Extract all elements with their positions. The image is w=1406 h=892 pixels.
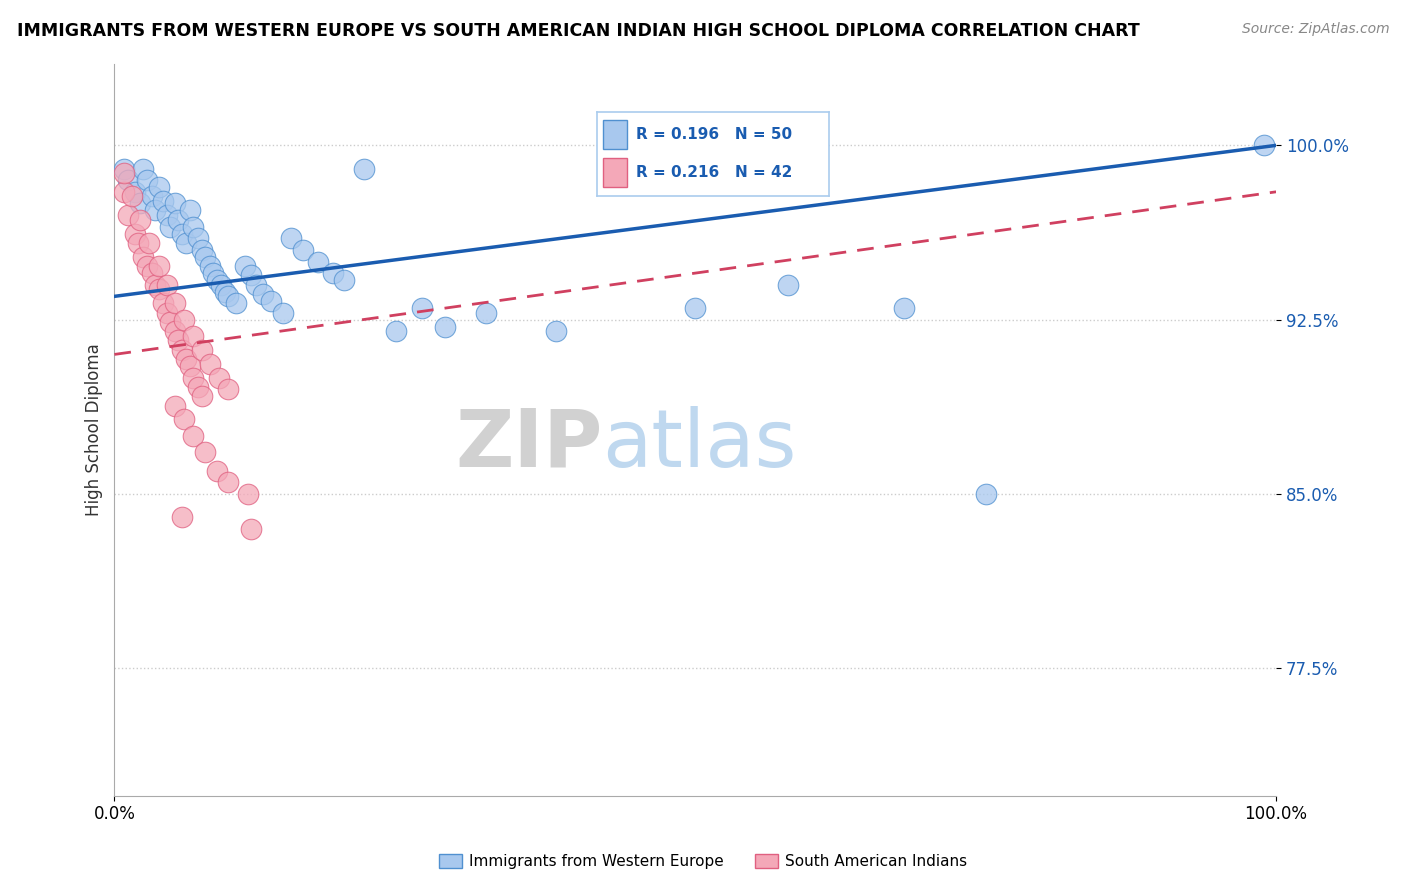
- Point: [176, 352, 198, 367]
- Point: [163, 399, 186, 413]
- Point: [183, 219, 205, 234]
- Point: [143, 203, 166, 218]
- Point: [176, 235, 198, 250]
- Point: [167, 212, 190, 227]
- Point: [240, 522, 263, 536]
- Point: [141, 266, 163, 280]
- Point: [974, 487, 997, 501]
- Point: [194, 445, 217, 459]
- Point: [291, 243, 314, 257]
- Point: [190, 343, 212, 357]
- Point: [187, 380, 209, 394]
- Point: [148, 259, 170, 273]
- Point: [214, 285, 236, 299]
- Point: [148, 282, 170, 296]
- Point: [544, 324, 567, 338]
- Point: [170, 510, 193, 524]
- Point: [156, 208, 179, 222]
- Point: [159, 315, 181, 329]
- Point: [143, 277, 166, 292]
- Point: [252, 287, 274, 301]
- Point: [280, 231, 302, 245]
- Point: [217, 289, 239, 303]
- Point: [307, 254, 329, 268]
- Point: [129, 212, 152, 227]
- Point: [1253, 138, 1275, 153]
- Point: [236, 487, 259, 501]
- Point: [124, 227, 146, 241]
- Point: [384, 324, 406, 338]
- Point: [271, 305, 294, 319]
- Point: [260, 293, 283, 308]
- Point: [205, 464, 228, 478]
- Point: [163, 296, 186, 310]
- Point: [233, 259, 256, 273]
- Text: ZIP: ZIP: [456, 406, 602, 483]
- Point: [156, 305, 179, 319]
- Point: [152, 296, 174, 310]
- Point: [411, 301, 433, 315]
- Point: [683, 301, 706, 315]
- Point: [112, 185, 135, 199]
- Point: [322, 266, 344, 280]
- Point: [173, 412, 195, 426]
- Point: [190, 243, 212, 257]
- Point: [183, 370, 205, 384]
- Text: IMMIGRANTS FROM WESTERN EUROPE VS SOUTH AMERICAN INDIAN HIGH SCHOOL DIPLOMA CORR: IMMIGRANTS FROM WESTERN EUROPE VS SOUTH …: [17, 22, 1140, 40]
- Point: [205, 273, 228, 287]
- Text: Source: ZipAtlas.com: Source: ZipAtlas.com: [1241, 22, 1389, 37]
- Point: [121, 189, 143, 203]
- Point: [333, 273, 356, 287]
- Point: [208, 370, 231, 384]
- Point: [163, 324, 186, 338]
- Point: [187, 231, 209, 245]
- Point: [159, 219, 181, 234]
- Point: [225, 296, 247, 310]
- Text: atlas: atlas: [602, 406, 797, 483]
- Point: [170, 227, 193, 241]
- Point: [245, 277, 267, 292]
- Point: [132, 250, 155, 264]
- Point: [117, 208, 139, 222]
- Point: [198, 259, 221, 273]
- Point: [778, 277, 800, 292]
- Point: [132, 161, 155, 176]
- Point: [179, 203, 201, 218]
- Point: [475, 305, 498, 319]
- Point: [190, 389, 212, 403]
- Y-axis label: High School Diploma: High School Diploma: [86, 343, 103, 516]
- Point: [217, 475, 239, 490]
- Point: [112, 161, 135, 176]
- Point: [129, 196, 152, 211]
- Point: [136, 259, 159, 273]
- Point: [183, 428, 205, 442]
- Point: [183, 328, 205, 343]
- Point: [202, 266, 225, 280]
- Point: [170, 343, 193, 357]
- Point: [156, 277, 179, 292]
- Point: [434, 319, 457, 334]
- Point: [112, 166, 135, 180]
- Point: [173, 312, 195, 326]
- Point: [198, 357, 221, 371]
- Point: [163, 196, 186, 211]
- Point: [179, 359, 201, 373]
- Point: [167, 334, 190, 348]
- Point: [152, 194, 174, 208]
- Point: [117, 173, 139, 187]
- Point: [217, 382, 239, 396]
- Point: [141, 189, 163, 203]
- Point: [136, 173, 159, 187]
- Point: [893, 301, 915, 315]
- Point: [148, 180, 170, 194]
- Point: [209, 277, 232, 292]
- Point: [124, 185, 146, 199]
- Point: [194, 250, 217, 264]
- Legend: Immigrants from Western Europe, South American Indians: Immigrants from Western Europe, South Am…: [433, 848, 973, 875]
- Point: [138, 235, 160, 250]
- Point: [127, 235, 149, 250]
- Point: [353, 161, 375, 176]
- Point: [240, 268, 263, 283]
